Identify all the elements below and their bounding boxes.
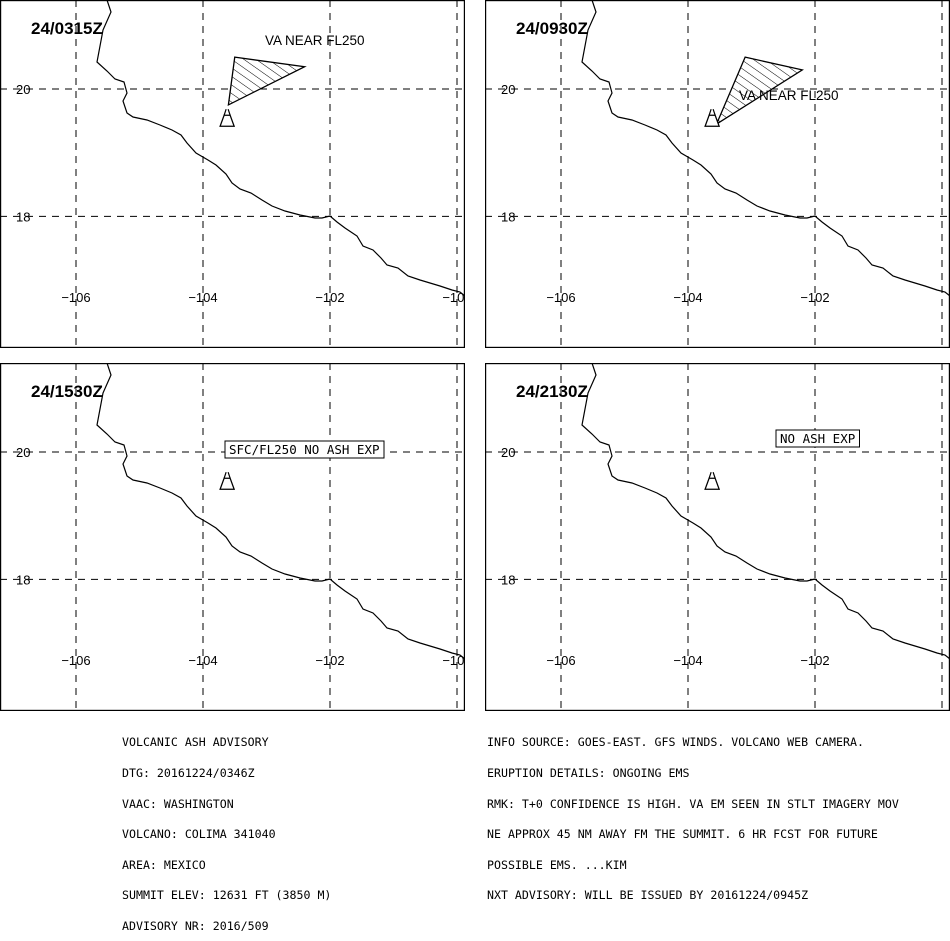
forecast-panel-3: 20 18 −106 −104 −102 −100 24/1530Z SFC/FL250 NO…: [0, 363, 465, 711]
advisory-title: VOLCANIC ASH ADVISORY: [122, 735, 269, 750]
latitude-tick-label: 18: [501, 209, 515, 224]
longitude-tick-label: −104: [188, 290, 217, 305]
volcano-icon: [704, 109, 721, 127]
forecast-panel-2: 20 18 −106 −104 −102 24/0930Z VA NEAR FL250: [485, 0, 950, 348]
volcano-icon: [219, 472, 236, 490]
panel-frame: [0, 0, 465, 348]
coastline: [96, 0, 465, 297]
longitude-tick-label: −102: [800, 653, 829, 668]
longitude-tick-label: −104: [188, 653, 217, 668]
longitude-tick-label: −100: [442, 653, 465, 668]
ash-cloud-polygon: [715, 56, 804, 126]
ash-label-box: [224, 440, 385, 459]
longitude-tick-label: −104: [673, 290, 702, 305]
advisory-summary-right: INFO SOURCE: GOES-EAST. GFS WINDS. VOLCA…: [487, 717, 899, 911]
forecast-panel-4: 20 18 −106 −104 −102 24/2130Z NO ASH EXP: [485, 363, 950, 711]
latitude-tick-label: 20: [501, 82, 515, 97]
latitude-tick-label: 20: [16, 82, 30, 97]
ash-cloud-polygon: [227, 56, 307, 107]
advisory-remark-3: POSSIBLE EMS. ...KIM: [487, 857, 627, 872]
longitude-tick-label: −102: [315, 290, 344, 305]
panel-frame: [485, 0, 950, 348]
forecast-time: 24/2130Z: [516, 382, 588, 401]
forecast-panel-1: 20 18 −106 −104 −102 −100 24/0315Z VA NEAR FL25…: [0, 0, 465, 348]
latitude-tick-label: 18: [501, 572, 515, 587]
latitude-tick-label: 18: [16, 209, 30, 224]
ash-label-box: [775, 429, 860, 448]
longitude-tick-label: −106: [61, 290, 90, 305]
longitude-tick-label: −102: [800, 290, 829, 305]
advisory-vaac: VAAC: WASHINGTON: [122, 796, 234, 811]
longitude-tick-label: −102: [315, 653, 344, 668]
advisory-area: AREA: MEXICO: [122, 857, 206, 872]
coastline: [581, 363, 950, 660]
coastline: [581, 0, 950, 297]
forecast-map-2: 20 18 −106 −104 −102 24/0930Z VA NEAR FL250: [485, 0, 950, 348]
advisory-remark-1: RMK: T+0 CONFIDENCE IS HIGH. VA EM SEEN …: [487, 796, 899, 811]
longitude-tick-label: −106: [61, 653, 90, 668]
advisory-remark-2: NE APPROX 45 NM AWAY FM THE SUMMIT. 6 HR…: [487, 827, 878, 842]
panel-frame: [0, 363, 465, 711]
volcano-icon: [704, 472, 721, 490]
ash-label: VA NEAR FL250: [265, 33, 365, 48]
forecast-time: 24/0315Z: [31, 19, 103, 38]
advisory-volcano: VOLCANO: COLIMA 341040: [122, 827, 276, 842]
advisory-number: ADVISORY NR: 2016/509: [122, 918, 269, 933]
advisory-dtg: DTG: 20161224/0346Z: [122, 766, 255, 780]
longitude-tick-label: −106: [546, 653, 575, 668]
ash-label: VA NEAR FL250: [739, 88, 839, 103]
advisory-summit-elev: SUMMIT ELEV: 12631 FT (3850 M): [122, 888, 332, 903]
forecast-time: 24/0930Z: [516, 19, 588, 38]
volcano-icon: [219, 109, 236, 127]
latitude-tick-label: 18: [16, 572, 30, 587]
advisory-summary-left: VOLCANIC ASH ADVISORY DTG: 20161224/0346…: [122, 717, 331, 941]
forecast-time: 24/1530Z: [31, 382, 103, 401]
latitude-tick-label: 20: [501, 445, 515, 460]
longitude-tick-label: −106: [546, 290, 575, 305]
panel-frame: [485, 363, 950, 711]
coastline: [96, 363, 465, 660]
ash-label: SFC/FL250 NO ASH EXP: [229, 442, 380, 457]
advisory-eruption-details: ERUPTION DETAILS: ONGOING EMS: [487, 766, 690, 780]
longitude-tick-label: −100: [442, 290, 465, 305]
advisory-next: NXT ADVISORY: WILL BE ISSUED BY 20161224…: [487, 888, 809, 903]
forecast-map-4: 20 18 −106 −104 −102 24/2130Z NO ASH EXP: [485, 363, 950, 711]
forecast-map-1: 20 18 −106 −104 −102 −100 24/0315Z VA NEAR FL25…: [0, 0, 465, 348]
forecast-map-3: 20 18 −106 −104 −102 −100 24/1530Z SFC/FL250 NO…: [0, 363, 465, 711]
ash-label: NO ASH EXP: [780, 431, 855, 446]
longitude-tick-label: −104: [673, 653, 702, 668]
advisory-info-source: INFO SOURCE: GOES-EAST. GFS WINDS. VOLCA…: [487, 735, 864, 750]
latitude-tick-label: 20: [16, 445, 30, 460]
